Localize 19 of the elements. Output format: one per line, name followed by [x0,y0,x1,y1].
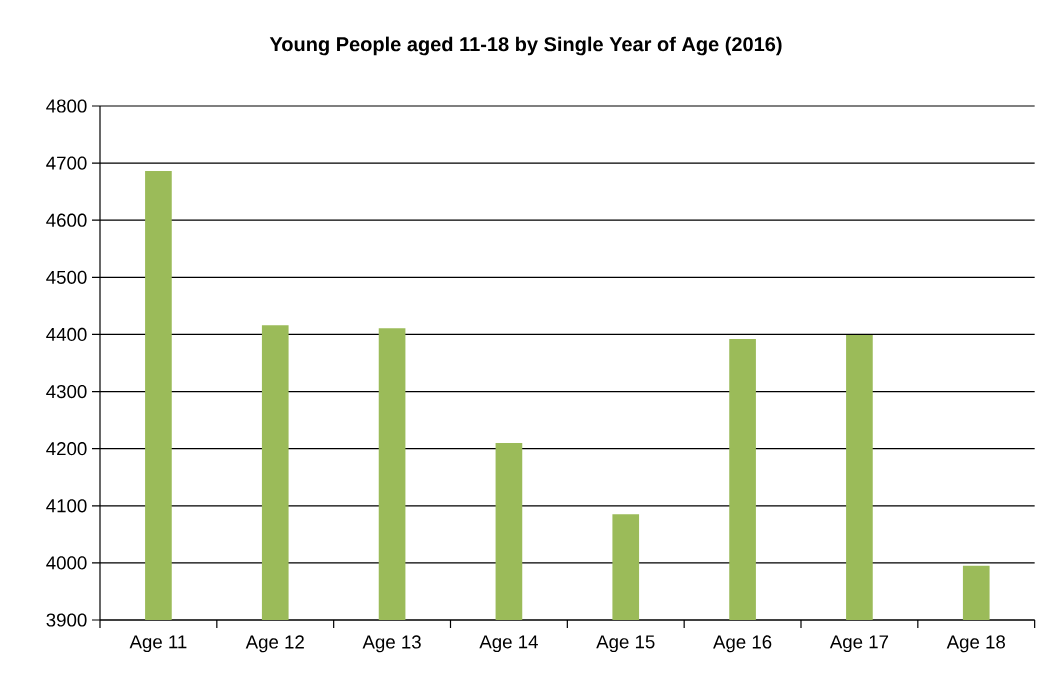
y-tick-label: 4300 [46,384,87,399]
x-tick-label: Age 11 [129,635,187,653]
x-tick-label: Age 16 [713,635,772,653]
x-tick-label: Age 14 [479,635,538,653]
x-tick-label: Age 15 [596,635,655,653]
y-tick-label: 3900 [46,613,87,627]
y-tick-label: 4000 [46,556,87,570]
y-tick-label: 4200 [46,442,87,456]
x-tick-label: Age 13 [362,635,421,653]
y-tick-label: 4800 [46,99,87,113]
y-tick-label: 4600 [46,213,87,227]
y-tick-label: 4100 [46,499,87,513]
x-tick-label: Age 18 [946,635,1005,653]
x-tick-label: Age 17 [829,635,889,653]
y-tick-label: 4700 [46,156,87,170]
chart-title: Young People aged 11-18 by Single Year of Age (2016) [269,36,782,56]
y-tick-label: 4400 [46,327,87,342]
x-tick-label: Age 12 [245,635,304,653]
y-tick-label: 4500 [46,270,87,284]
